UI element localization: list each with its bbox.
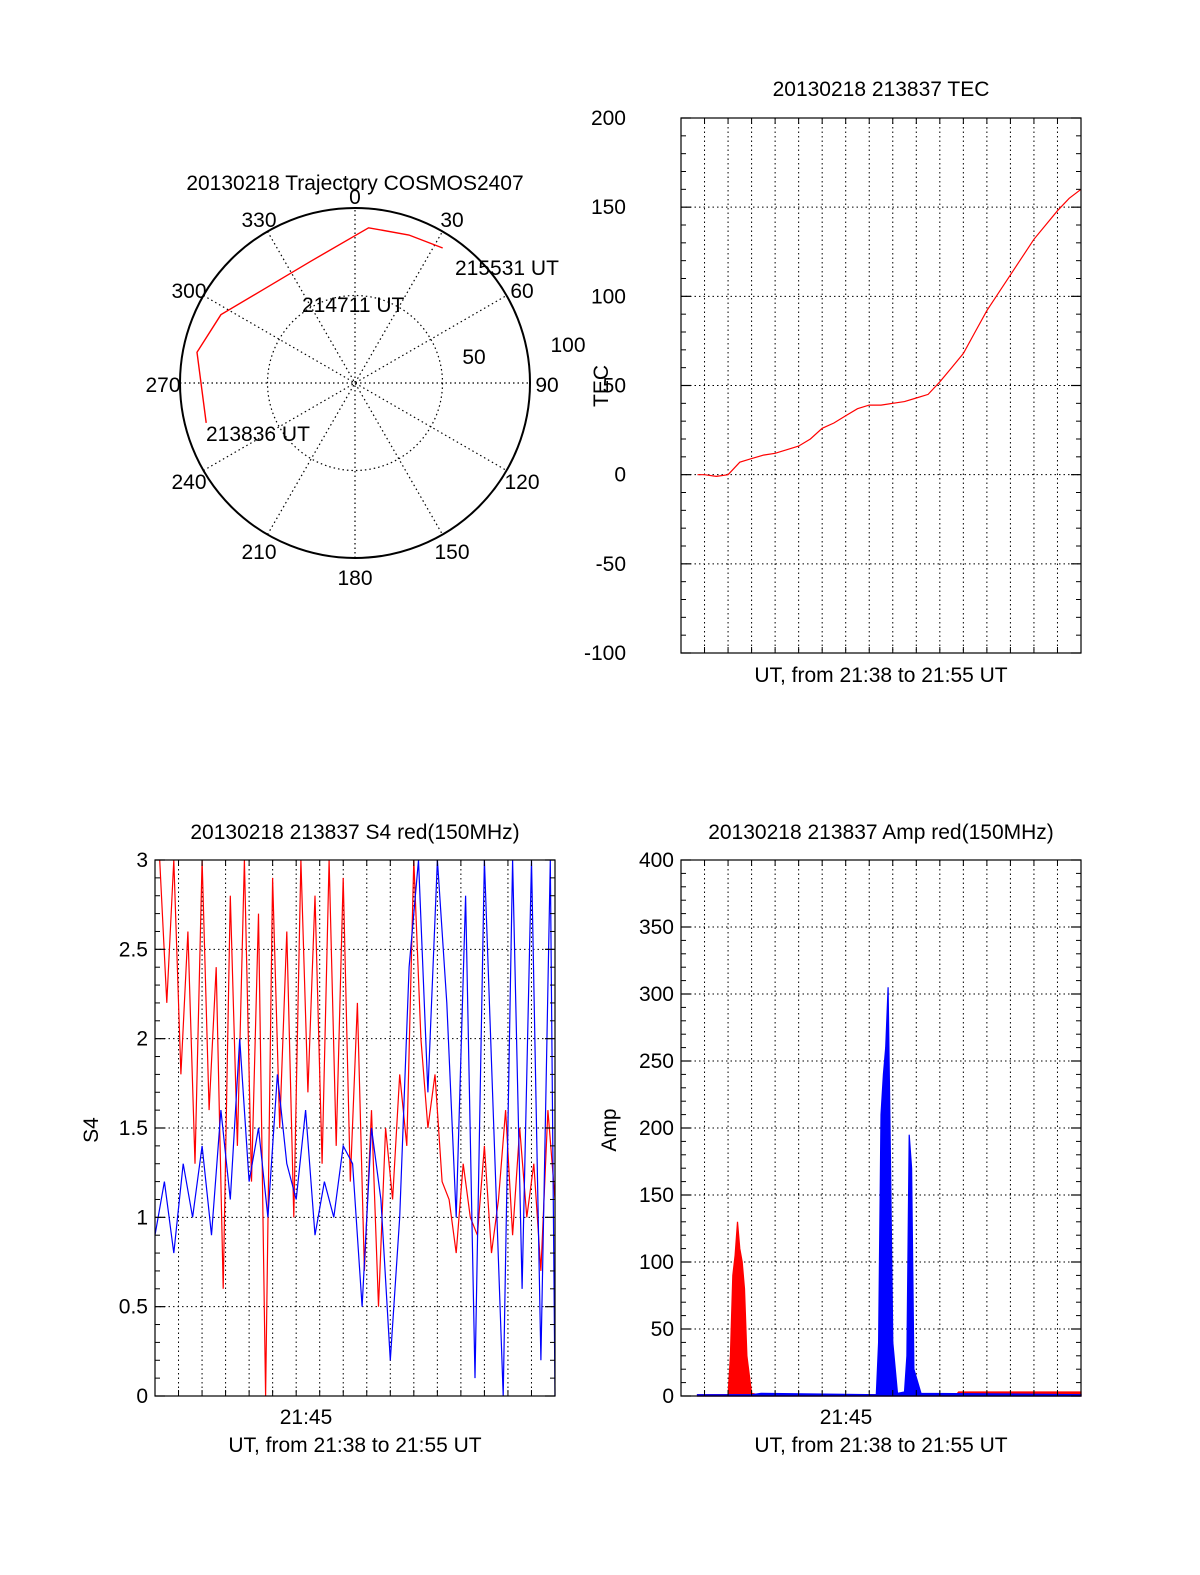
polar-azimuth-label: 240 <box>171 471 206 494</box>
amp-y-label: Amp <box>598 1108 621 1151</box>
s4-x-label: UT, from 21:38 to 21:55 UT <box>228 1434 481 1457</box>
tec-grid <box>681 118 1081 653</box>
polar-azimuth-label: 120 <box>504 471 539 494</box>
y-tick-label: 50 <box>603 375 626 398</box>
amp-chart: 20130218 213837 Amp red(150MHz) 0 50 100 15… <box>598 821 1082 1457</box>
y-tick-label: 200 <box>591 107 626 130</box>
amp-grid <box>681 860 1081 1396</box>
y-tick-label: -50 <box>596 553 626 576</box>
y-tick-label: 100 <box>639 1251 674 1274</box>
polar-azimuth-labels: 0 30 60 90 120 150 180 210 240 270 300 330 <box>145 186 558 590</box>
y-tick-label: 400 <box>639 849 674 872</box>
y-tick-label: 0.5 <box>119 1296 148 1319</box>
y-tick-label: 300 <box>639 983 674 1006</box>
track-mid-time: 214711 UT <box>302 294 405 317</box>
y-tick-label: 150 <box>639 1184 674 1207</box>
y-tick-label: 0 <box>136 1385 148 1408</box>
y-tick-label: 250 <box>639 1050 674 1073</box>
track-start-time: 213836 UT <box>206 423 310 446</box>
y-tick-label: -100 <box>584 642 626 665</box>
series-red-line <box>697 188 1082 478</box>
polar-azimuth-label: 180 <box>337 567 372 590</box>
amp-x-label: UT, from 21:38 to 21:55 UT <box>754 1434 1007 1457</box>
y-tick-label: 2 <box>136 1028 148 1051</box>
tec-x-label: UT, from 21:38 to 21:55 UT <box>754 664 1007 687</box>
tec-series <box>697 188 1082 478</box>
tec-chart: 20130218 213837 TEC -100-50050100150200 … <box>584 78 1082 687</box>
y-tick-label: 2.5 <box>119 938 148 961</box>
s4-title: 20130218 213837 S4 red(150MHz) <box>190 821 519 844</box>
track-end-time: 215531 UT <box>455 257 559 280</box>
amp-y-ticks: 0 50 100 150 200 250 300 350 400 <box>639 849 1082 1408</box>
y-tick-label: 0 <box>662 1385 674 1408</box>
series-blue-area <box>696 987 1082 1397</box>
y-tick-label: 50 <box>651 1318 674 1341</box>
amp-title: 20130218 213837 Amp red(150MHz) <box>708 821 1054 844</box>
s4-grid <box>155 860 555 1396</box>
tec-title: 20130218 213837 TEC <box>773 78 990 101</box>
tec-y-label: TEC <box>590 365 613 407</box>
y-tick-label: 3 <box>136 849 148 872</box>
polar-azimuth-label: 0 <box>349 186 361 209</box>
series-blue-line <box>154 859 556 1397</box>
tec-y-ticks: -100 -50 0 50 100 150 200 <box>584 107 1082 665</box>
polar-azimuth-label: 60 <box>510 280 533 303</box>
polar-azimuth-label: 150 <box>434 541 469 564</box>
y-tick-label: 100 <box>591 285 626 308</box>
polar-azimuth-label: 270 <box>145 374 180 397</box>
polar-azimuth-label: 330 <box>241 209 276 232</box>
amp-x-tick-label: 21:45 <box>820 1406 873 1429</box>
s4-chart: 20130218 213837 S4 red(150MHz) 0 0.5 1 1.5 2… <box>80 821 556 1457</box>
polar-azimuth-label: 210 <box>241 541 276 564</box>
y-tick-label: 1 <box>136 1206 148 1229</box>
s4-x-tick-label: 21:45 <box>280 1406 333 1429</box>
polar-azimuth-label: 90 <box>535 374 558 397</box>
y-tick-label: 150 <box>591 196 626 219</box>
y-tick-label: 200 <box>639 1117 674 1140</box>
polar-outer-ring <box>179 207 531 559</box>
polar-radius-label-50: 50 <box>462 346 485 369</box>
polar-title: 20130218 Trajectory COSMOS2407 <box>186 172 523 195</box>
y-tick-label: 350 <box>639 916 674 939</box>
s4-series <box>154 859 556 1397</box>
polar-azimuth-label: 30 <box>440 209 463 232</box>
polar-chart: 20130218 Trajectory COSMOS2407 0 30 60 90 12… <box>145 172 585 590</box>
y-tick-label: 0 <box>614 464 626 487</box>
amp-series <box>696 987 1082 1397</box>
s4-y-ticks: 0 0.5 1 1.5 2 2.5 3 <box>119 849 556 1408</box>
y-tick-label: 1.5 <box>119 1117 148 1140</box>
satellite-track <box>196 227 443 423</box>
s4-y-label: S4 <box>80 1117 103 1143</box>
polar-radius-label-100: 100 <box>550 334 585 357</box>
polar-grid <box>180 208 530 558</box>
polar-azimuth-label: 300 <box>171 280 206 303</box>
